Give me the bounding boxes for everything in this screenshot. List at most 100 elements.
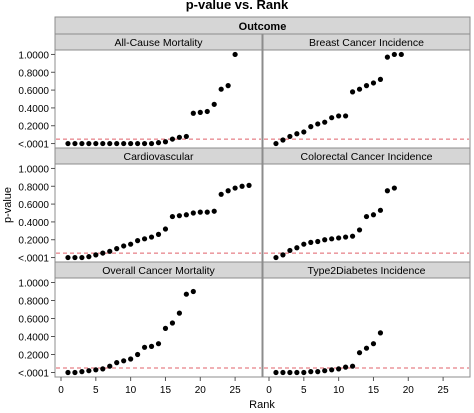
y-tick-label: 0.4000 xyxy=(18,104,49,115)
y-tick-label: <.0001 xyxy=(18,254,49,265)
data-point-breast-cancer-incidence xyxy=(294,131,300,137)
panel-plot-type2diabetes-incidence xyxy=(262,277,471,378)
panel-plot-breast-cancer-incidence xyxy=(262,49,471,149)
data-point-cardiovascular xyxy=(246,182,252,188)
x-tick-label: 5 xyxy=(301,385,307,396)
data-point-cardiovascular xyxy=(155,231,162,237)
data-point-breast-cancer-incidence xyxy=(384,54,390,60)
data-point-overall-cancer-mortality xyxy=(162,325,169,331)
data-point-all-cause-mortality xyxy=(65,140,71,147)
data-point-colorectal-cancer-incidence xyxy=(336,235,342,241)
data-point-type2diabetes-incidence xyxy=(280,369,286,376)
data-point-all-cause-mortality xyxy=(128,140,134,147)
data-point-type2diabetes-incidence xyxy=(363,345,370,351)
data-point-type2diabetes-incidence xyxy=(343,364,349,370)
data-point-all-cause-mortality xyxy=(183,133,189,140)
data-point-colorectal-cancer-incidence xyxy=(294,245,300,251)
panel-plot-overall-cancer-mortality xyxy=(54,277,263,378)
x-tick-label: 0 xyxy=(58,385,64,396)
panel-title-type2diabetes-incidence: Type2Diabetes Incidence xyxy=(308,265,426,277)
data-point-overall-cancer-mortality xyxy=(176,310,182,316)
data-point-type2diabetes-incidence xyxy=(308,369,314,375)
data-point-colorectal-cancer-incidence xyxy=(384,188,390,194)
x-axis-title: Rank xyxy=(249,399,275,411)
data-point-cardiovascular xyxy=(204,209,210,215)
data-point-breast-cancer-incidence xyxy=(280,137,286,143)
y-tick-label: 1.0000 xyxy=(18,164,49,175)
data-point-cardiovascular xyxy=(72,254,78,261)
data-point-colorectal-cancer-incidence xyxy=(356,227,363,233)
data-point-breast-cancer-incidence xyxy=(343,113,349,119)
data-point-cardiovascular xyxy=(141,236,148,242)
data-point-colorectal-cancer-incidence xyxy=(315,238,321,245)
data-point-colorectal-cancer-incidence xyxy=(349,233,356,239)
y-tick-label: 1.0000 xyxy=(18,50,49,61)
panel-title-all-cause-mortality: All-Cause Mortality xyxy=(114,37,203,49)
panel-title-breast-cancer-incidence: Breast Cancer Incidence xyxy=(309,37,424,49)
data-point-colorectal-cancer-incidence xyxy=(363,213,370,220)
data-point-cardiovascular xyxy=(169,213,176,220)
data-point-overall-cancer-mortality xyxy=(190,288,196,295)
data-point-all-cause-mortality xyxy=(218,86,224,92)
data-point-colorectal-cancer-incidence xyxy=(280,252,286,258)
data-point-breast-cancer-incidence xyxy=(322,119,328,125)
data-point-cardiovascular xyxy=(100,250,106,256)
data-point-all-cause-mortality xyxy=(114,140,120,147)
data-point-cardiovascular xyxy=(225,188,231,194)
x-tick-label: 15 xyxy=(368,385,380,396)
y-tick-label: 0.2000 xyxy=(18,351,49,362)
data-point-type2diabetes-incidence xyxy=(336,366,342,372)
data-point-breast-cancer-incidence xyxy=(391,51,397,58)
data-point-breast-cancer-incidence xyxy=(377,76,384,82)
data-point-overall-cancer-mortality xyxy=(72,369,78,376)
data-point-colorectal-cancer-incidence xyxy=(343,234,349,240)
y-tick-label: 0.6000 xyxy=(18,86,49,97)
data-point-type2diabetes-incidence xyxy=(370,341,377,347)
data-point-type2diabetes-incidence xyxy=(377,330,384,336)
data-point-cardiovascular xyxy=(135,238,141,244)
data-point-cardiovascular xyxy=(162,226,169,232)
data-point-type2diabetes-incidence xyxy=(294,369,300,376)
panel-title-cardiovascular: Cardiovascular xyxy=(123,151,194,163)
data-point-all-cause-mortality xyxy=(155,140,162,146)
y-tick-label: 0.8000 xyxy=(18,297,49,308)
data-point-overall-cancer-mortality xyxy=(107,363,113,369)
data-point-colorectal-cancer-incidence xyxy=(273,254,279,261)
data-point-cardiovascular xyxy=(114,246,120,252)
data-point-overall-cancer-mortality xyxy=(169,320,176,326)
data-point-all-cause-mortality xyxy=(121,140,127,147)
data-point-breast-cancer-incidence xyxy=(336,113,342,119)
y-tick-label: 0.4000 xyxy=(18,333,49,344)
data-point-all-cause-mortality xyxy=(135,140,141,147)
y-tick-label: 0.6000 xyxy=(18,200,49,211)
x-tick-label: 25 xyxy=(230,385,242,396)
data-point-type2diabetes-incidence xyxy=(329,367,335,373)
data-point-colorectal-cancer-incidence xyxy=(301,241,307,247)
data-point-all-cause-mortality xyxy=(107,140,113,147)
data-point-overall-cancer-mortality xyxy=(128,356,134,362)
x-tick-label: 20 xyxy=(403,385,415,396)
data-point-all-cause-mortality xyxy=(232,51,238,58)
data-point-breast-cancer-incidence xyxy=(398,51,404,58)
data-point-type2diabetes-incidence xyxy=(273,369,279,376)
group-header-label: Outcome xyxy=(239,21,287,33)
data-point-all-cause-mortality xyxy=(86,140,92,147)
data-point-breast-cancer-incidence xyxy=(363,83,370,89)
data-point-all-cause-mortality xyxy=(225,83,231,89)
data-point-all-cause-mortality xyxy=(176,134,182,140)
x-tick-label: 5 xyxy=(93,385,99,396)
data-point-all-cause-mortality xyxy=(162,139,169,145)
data-point-all-cause-mortality xyxy=(211,101,217,107)
x-tick-label: 20 xyxy=(195,385,207,396)
data-point-cardiovascular xyxy=(197,209,203,215)
panel-plot-colorectal-cancer-incidence xyxy=(262,163,471,263)
data-point-overall-cancer-mortality xyxy=(183,291,189,297)
data-point-overall-cancer-mortality xyxy=(114,360,120,366)
y-tick-label: 0.8000 xyxy=(18,182,49,193)
x-tick-label: 10 xyxy=(125,385,137,396)
data-point-breast-cancer-incidence xyxy=(370,80,377,86)
data-point-overall-cancer-mortality xyxy=(135,351,141,358)
data-point-overall-cancer-mortality xyxy=(100,366,106,372)
data-point-cardiovascular xyxy=(86,254,92,260)
